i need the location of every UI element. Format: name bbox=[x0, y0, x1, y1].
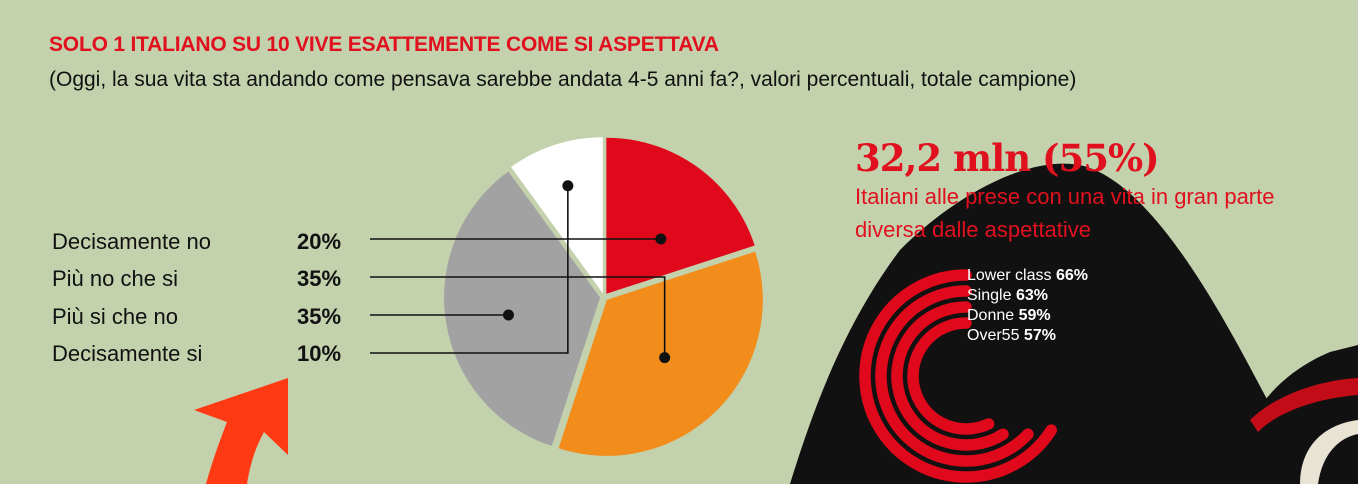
leader-dot-decisamente-no bbox=[655, 233, 667, 245]
segment-value-lower-class: 66% bbox=[1055, 267, 1088, 284]
leader-lines bbox=[370, 180, 671, 364]
legend-value-decisamente-no: 20% bbox=[297, 229, 342, 254]
radial-bar-chart bbox=[859, 269, 1058, 483]
radial-bar-over55 bbox=[907, 317, 995, 435]
legend-label-decisamente-no: Decisamente no bbox=[52, 229, 211, 254]
segment-label-over55: Over55 bbox=[967, 327, 1020, 344]
legend-label-piu-no-che-si: Più no che si bbox=[52, 266, 178, 291]
segment-single: Single 63% bbox=[967, 288, 1048, 304]
arrow-illustration bbox=[194, 378, 288, 484]
pie-slice-piu-no-che-si bbox=[558, 251, 763, 456]
chart-title: SOLO 1 ITALIANO SU 10 VIVE ESATTEMENTE C… bbox=[49, 33, 719, 56]
radial-bar-lower-class bbox=[859, 269, 1058, 483]
pie-slice-decisamente-no bbox=[606, 137, 755, 294]
highlight-description: Italiani alle prese con una vita in gran… bbox=[855, 184, 1275, 242]
segment-donne: Donne 59% bbox=[967, 308, 1051, 324]
leader-line-decisamente-si bbox=[370, 185, 569, 354]
radial-bar-donne bbox=[891, 301, 1009, 451]
leader-dot-piu-no-che-si bbox=[659, 352, 671, 364]
segment-value-donne: 59% bbox=[1018, 307, 1051, 324]
legend-value-piu-no-che-si: 35% bbox=[297, 266, 342, 291]
leader-line-piu-no-che-si bbox=[370, 276, 666, 358]
highlight-figure: 32,2 mln (55%) bbox=[855, 136, 1160, 180]
legend-label-piu-si-che-no: Più si che no bbox=[52, 304, 178, 329]
legend-value-piu-si-che-no: 35% bbox=[297, 304, 342, 329]
segment-label-single: Single bbox=[967, 287, 1012, 304]
legend-label-decisamente-si: Decisamente si bbox=[52, 341, 203, 366]
leader-dot-piu-si-che-no bbox=[502, 309, 514, 321]
segment-label-donne: Donne bbox=[967, 307, 1015, 324]
segment-label-lower-class: Lower class bbox=[967, 267, 1052, 284]
segment-over55: Over55 57% bbox=[967, 328, 1056, 344]
pie-chart bbox=[444, 137, 763, 456]
segment-value-single: 63% bbox=[1015, 287, 1048, 304]
pie-slice-decisamente-si bbox=[511, 137, 603, 294]
legend-value-decisamente-si: 10% bbox=[297, 341, 342, 366]
radial-bar-single bbox=[875, 285, 1034, 467]
segment-lower-class: Lower class 66% bbox=[967, 268, 1088, 284]
segment-value-over55: 57% bbox=[1023, 327, 1056, 344]
pie-slice-piu-si-che-no bbox=[444, 171, 601, 446]
chart-subtitle: (Oggi, la sua vita sta andando come pens… bbox=[49, 68, 1077, 91]
leader-dot-decisamente-si bbox=[562, 180, 574, 192]
